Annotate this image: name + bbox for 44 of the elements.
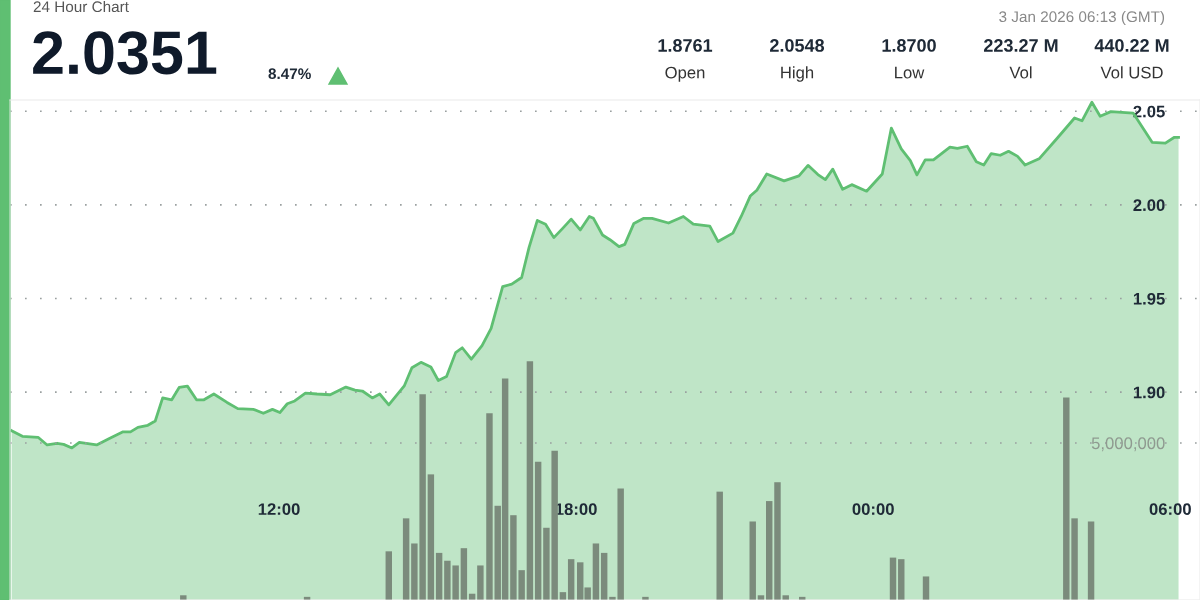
bar <box>534 461 542 600</box>
x-tick-label: 12:00 <box>258 503 300 516</box>
y-tick-label: 2.05 <box>1133 105 1165 118</box>
chart-subtitle: 2.0351 <box>33 31 217 75</box>
x-tick-label: 06:00 <box>1149 503 1191 516</box>
bar <box>716 491 723 600</box>
bar <box>477 565 484 600</box>
bar <box>889 557 897 600</box>
text: 440.22 M <box>1094 39 1169 52</box>
bar <box>567 559 575 600</box>
bar <box>600 552 608 600</box>
chart-title: 24 Hour Chart <box>33 0 129 13</box>
bar <box>526 361 534 600</box>
bar <box>774 482 781 600</box>
bar <box>486 413 493 600</box>
bar <box>460 548 468 600</box>
bar <box>385 551 392 600</box>
x-tick-label: 00:00 <box>852 503 894 516</box>
text: Vol USD <box>1100 66 1163 79</box>
bar <box>1087 521 1095 600</box>
bar <box>435 552 443 600</box>
text: 3 Jan 2026 06:13 (GMT) <box>999 10 1165 26</box>
bar <box>749 521 756 600</box>
y-tick-label: 1.95 <box>1133 292 1165 305</box>
bar <box>898 559 905 600</box>
text: 223.27 M <box>983 39 1058 52</box>
y2-tick-label: 5,000,000 <box>1091 437 1165 452</box>
text: Open <box>665 66 705 82</box>
x-tick-label: 18:00 <box>555 503 597 516</box>
y-tick-label: 1.90 <box>1133 386 1165 399</box>
bar <box>592 543 600 600</box>
bar <box>922 576 930 600</box>
text: Low <box>895 66 925 79</box>
bar <box>427 474 435 600</box>
text: High <box>781 66 814 82</box>
text: 8.47% <box>268 68 311 80</box>
y-tick-label: 2.00 <box>1133 199 1165 212</box>
text: 1.8761 <box>658 39 713 52</box>
text: Vol <box>1009 66 1032 79</box>
text: 2.0548 <box>770 39 825 52</box>
bar <box>402 518 410 600</box>
text: 1.8700 <box>882 39 936 52</box>
bar <box>180 595 187 600</box>
bar <box>766 501 773 600</box>
